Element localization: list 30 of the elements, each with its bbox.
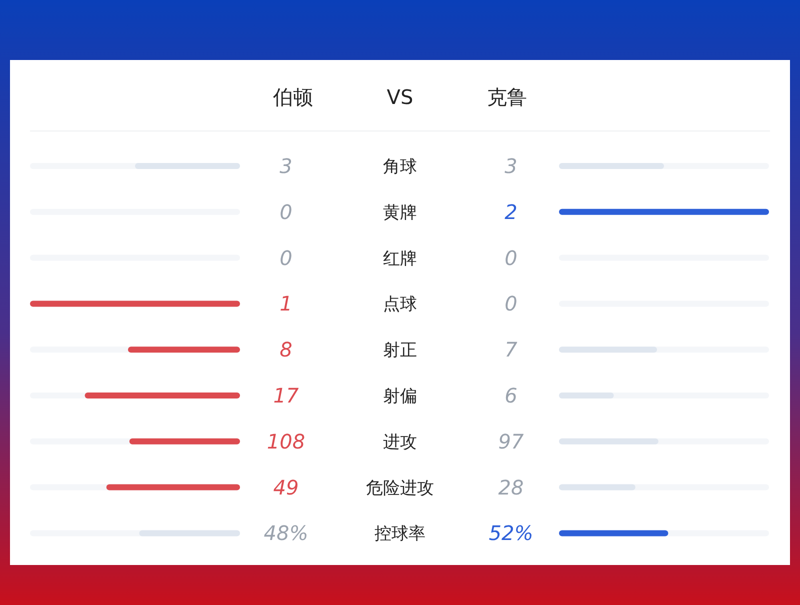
data-label: 97 xyxy=(498,429,524,454)
data-label: 2 xyxy=(504,200,518,224)
data-label: 6 xyxy=(504,384,518,408)
category-label: 进攻 xyxy=(383,432,417,452)
category-label: 射偏 xyxy=(383,386,417,406)
category-label: 射正 xyxy=(383,340,417,361)
data-label: 49 xyxy=(273,475,299,500)
text: VS xyxy=(386,85,414,109)
data-label: 108 xyxy=(266,429,306,454)
data-label: 17 xyxy=(273,384,299,408)
category-label: 控球率 xyxy=(374,524,426,544)
category-label: 黄牌 xyxy=(383,202,417,223)
data-label: 52% xyxy=(488,521,534,546)
data-label: 7 xyxy=(504,338,518,362)
data-label: 0 xyxy=(504,246,518,270)
category-label: 危险进攻 xyxy=(366,478,434,498)
data-label: 3 xyxy=(504,154,518,178)
category-label: 点球 xyxy=(383,294,417,315)
category-label: 角球 xyxy=(383,157,417,177)
data-label: 0 xyxy=(280,200,292,224)
data-label: 28 xyxy=(498,475,524,500)
text: 克鲁 xyxy=(487,85,527,109)
text: 伯顿 xyxy=(272,85,313,109)
data-label: 48% xyxy=(264,521,308,546)
data-label: 0 xyxy=(504,292,518,316)
data-label: 1 xyxy=(280,292,292,316)
data-label: 8 xyxy=(280,338,292,362)
category-label: 红牌 xyxy=(383,248,417,269)
data-label: 0 xyxy=(280,246,292,270)
data-label: 3 xyxy=(280,154,292,178)
